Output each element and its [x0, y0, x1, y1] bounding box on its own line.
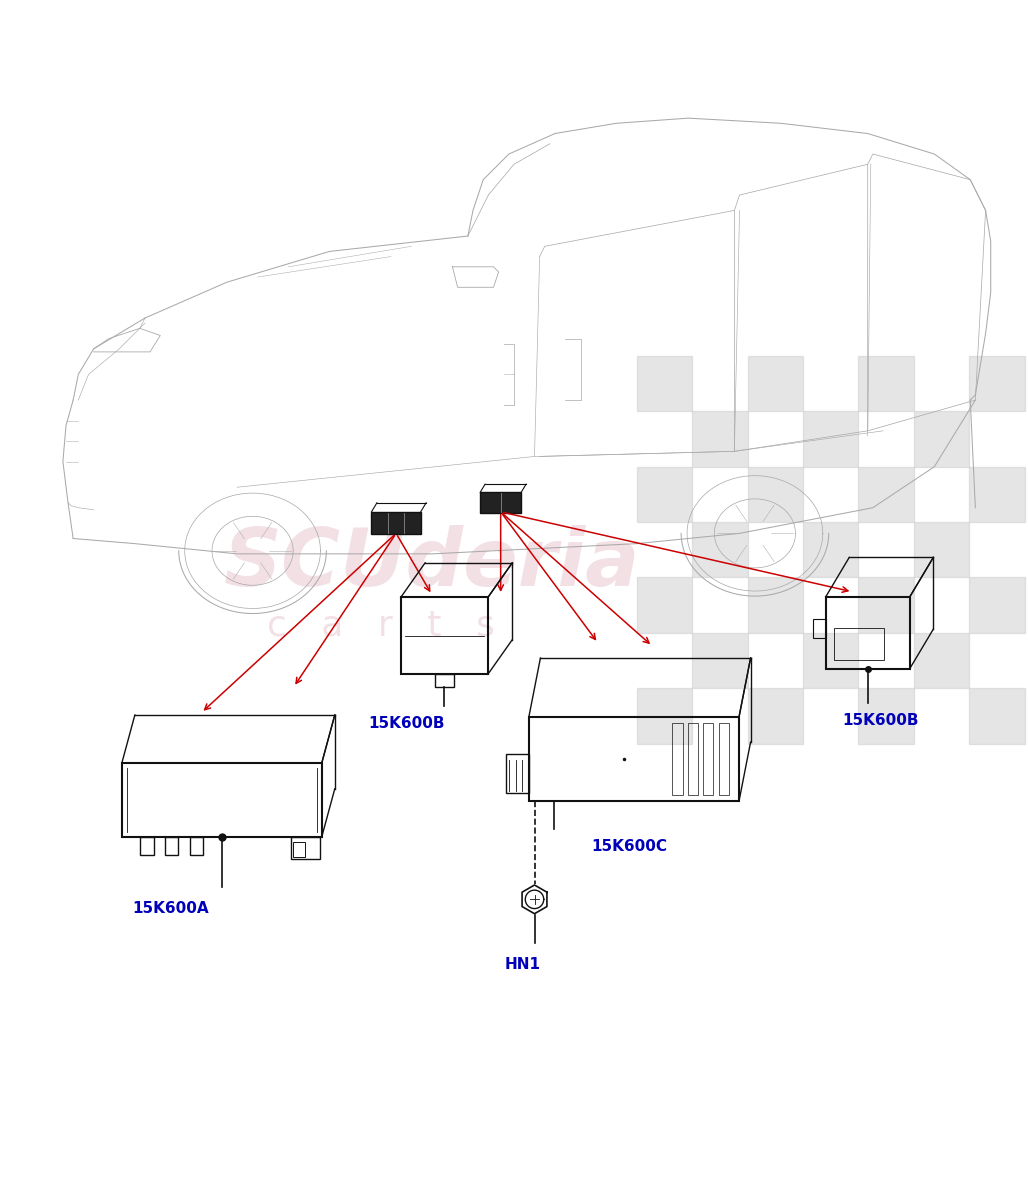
Bar: [693, 522, 747, 577]
Bar: [507, 754, 528, 793]
Bar: [834, 628, 884, 660]
Bar: [480, 492, 521, 512]
Bar: [140, 836, 153, 856]
Bar: [858, 688, 914, 744]
Text: 15K600B: 15K600B: [842, 713, 919, 728]
Bar: [371, 512, 420, 534]
Bar: [803, 522, 858, 577]
Bar: [858, 467, 914, 522]
Bar: [813, 619, 825, 638]
Bar: [747, 356, 803, 412]
Bar: [189, 836, 203, 856]
Bar: [688, 724, 698, 794]
Bar: [969, 356, 1025, 412]
Bar: [693, 632, 747, 688]
Text: 15K600C: 15K600C: [591, 839, 667, 854]
Bar: [637, 356, 693, 412]
Bar: [672, 724, 683, 794]
Text: 15K600B: 15K600B: [368, 716, 444, 731]
Bar: [914, 522, 969, 577]
Bar: [693, 412, 747, 467]
Bar: [747, 577, 803, 632]
Text: c   a   r   t   s: c a r t s: [267, 608, 494, 643]
Bar: [803, 412, 858, 467]
Bar: [969, 467, 1025, 522]
Bar: [858, 356, 914, 412]
Text: SCUdеria: SCUdеria: [224, 526, 640, 604]
Bar: [637, 577, 693, 632]
Bar: [969, 577, 1025, 632]
Bar: [747, 467, 803, 522]
Bar: [637, 467, 693, 522]
Bar: [858, 577, 914, 632]
Bar: [435, 674, 453, 686]
Bar: [637, 688, 693, 744]
Bar: [293, 842, 305, 857]
Bar: [719, 724, 729, 794]
Bar: [747, 688, 803, 744]
Text: 15K600A: 15K600A: [133, 901, 209, 916]
Bar: [164, 836, 178, 856]
Bar: [914, 632, 969, 688]
Bar: [803, 632, 858, 688]
Bar: [291, 836, 320, 859]
Bar: [703, 724, 713, 794]
Bar: [914, 412, 969, 467]
Text: HN1: HN1: [504, 958, 540, 972]
Bar: [969, 688, 1025, 744]
